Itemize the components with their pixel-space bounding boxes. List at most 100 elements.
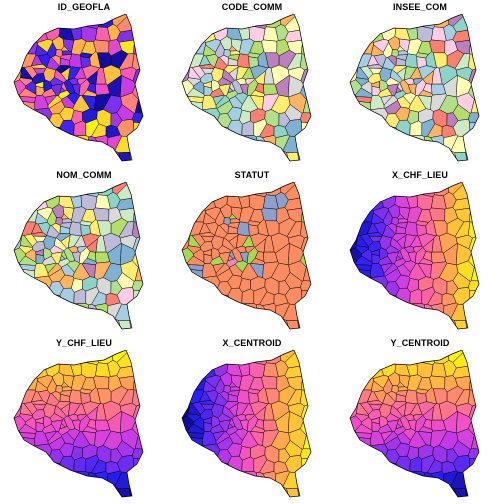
commune-polygon xyxy=(469,22,479,40)
commune-polygon xyxy=(227,57,238,66)
commune-polygon xyxy=(190,301,207,318)
commune-polygon xyxy=(378,153,396,161)
commune-polygon xyxy=(226,136,244,157)
commune-polygon xyxy=(350,318,360,329)
commune-polygon xyxy=(412,413,424,422)
commune-polygon xyxy=(366,14,385,28)
commune-polygon xyxy=(239,150,256,161)
commune-polygon xyxy=(469,289,479,303)
departement-outline xyxy=(13,350,144,498)
panel-insee-com: INSEE_COM xyxy=(336,0,504,168)
commune-polygon xyxy=(237,53,250,69)
commune-polygon xyxy=(133,22,143,40)
commune-polygon xyxy=(405,221,418,237)
commune-polygon xyxy=(350,277,362,295)
commune-polygon xyxy=(408,14,426,27)
commune-polygon xyxy=(261,207,278,222)
commune-polygon xyxy=(385,77,401,86)
commune-polygon xyxy=(356,484,373,497)
commune-polygon xyxy=(19,245,33,255)
commune-polygon xyxy=(395,182,413,197)
commune-map xyxy=(13,14,144,162)
commune-polygon xyxy=(14,486,24,497)
commune-polygon xyxy=(367,473,383,489)
commune-polygon xyxy=(407,486,424,497)
commune-polygon xyxy=(71,486,88,497)
commune-polygon xyxy=(215,350,233,365)
commune-polygon xyxy=(301,358,311,376)
commune-polygon xyxy=(465,468,479,487)
commune-polygon xyxy=(182,291,192,306)
commune-polygon xyxy=(72,350,90,363)
commune-polygon xyxy=(356,316,373,329)
commune-polygon xyxy=(350,350,370,367)
commune-polygon xyxy=(286,488,300,497)
departement-outline xyxy=(13,14,144,162)
commune-polygon xyxy=(49,413,65,422)
commune-polygon xyxy=(412,77,424,86)
commune-polygon xyxy=(379,79,389,93)
commune-polygon xyxy=(182,277,194,295)
commune-polygon xyxy=(352,444,372,462)
communes-layer xyxy=(350,350,479,497)
commune-polygon xyxy=(33,443,53,461)
commune-polygon xyxy=(248,25,266,42)
commune-polygon xyxy=(93,375,110,390)
commune-polygon xyxy=(369,275,389,293)
panel-title-insee-com: INSEE_COM xyxy=(393,2,447,12)
commune-polygon xyxy=(20,148,37,161)
commune-polygon xyxy=(132,448,143,460)
commune-polygon xyxy=(350,221,361,236)
commune-polygon xyxy=(42,321,60,329)
commune-polygon xyxy=(385,413,401,422)
commune-polygon xyxy=(468,448,479,460)
commune-polygon xyxy=(14,150,24,161)
commune-polygon xyxy=(76,413,88,422)
commune-polygon xyxy=(395,393,406,402)
commune-polygon xyxy=(76,245,88,254)
commune-polygon xyxy=(19,432,36,439)
commune-polygon xyxy=(350,350,363,364)
commune-polygon xyxy=(405,53,418,69)
commune-polygon xyxy=(350,389,361,404)
commune-polygon xyxy=(261,375,278,390)
panel-id-geofla: ID_GEOFLA xyxy=(0,0,168,168)
commune-polygon xyxy=(14,318,24,329)
communes-layer xyxy=(14,14,143,161)
departement-outline xyxy=(13,182,144,330)
commune-polygon xyxy=(350,150,360,161)
commune-polygon xyxy=(69,53,82,69)
commune-polygon xyxy=(198,232,215,237)
commune-polygon xyxy=(227,422,234,430)
commune-polygon xyxy=(350,14,363,28)
commune-map xyxy=(349,350,480,498)
commune-polygon xyxy=(59,86,66,94)
departement-outline xyxy=(181,350,312,498)
map-id-geofla xyxy=(4,14,164,164)
commune-polygon xyxy=(86,320,104,329)
commune-polygon xyxy=(355,264,372,271)
commune-polygon xyxy=(244,77,256,86)
commune-polygon xyxy=(408,471,425,490)
commune-polygon xyxy=(407,318,424,329)
commune-polygon xyxy=(129,468,143,487)
departement-outline xyxy=(349,14,480,162)
commune-polygon xyxy=(371,319,383,329)
commune-polygon xyxy=(35,151,47,161)
commune-polygon xyxy=(227,321,244,329)
commune-polygon xyxy=(248,361,266,378)
commune-polygon xyxy=(29,287,49,307)
commune-polygon xyxy=(468,280,479,292)
panel-title-x-chf-lieu: X_CHF_LIEU xyxy=(391,170,448,180)
commune-polygon xyxy=(20,316,37,329)
commune-polygon xyxy=(297,300,311,319)
departement-outline xyxy=(349,350,480,498)
commune-polygon xyxy=(14,350,34,367)
commune-polygon xyxy=(425,219,437,237)
commune-polygon xyxy=(422,419,433,430)
commune-polygon xyxy=(184,108,204,126)
commune-polygon xyxy=(350,136,362,156)
communes-layer xyxy=(182,14,311,161)
commune-polygon xyxy=(89,219,101,237)
